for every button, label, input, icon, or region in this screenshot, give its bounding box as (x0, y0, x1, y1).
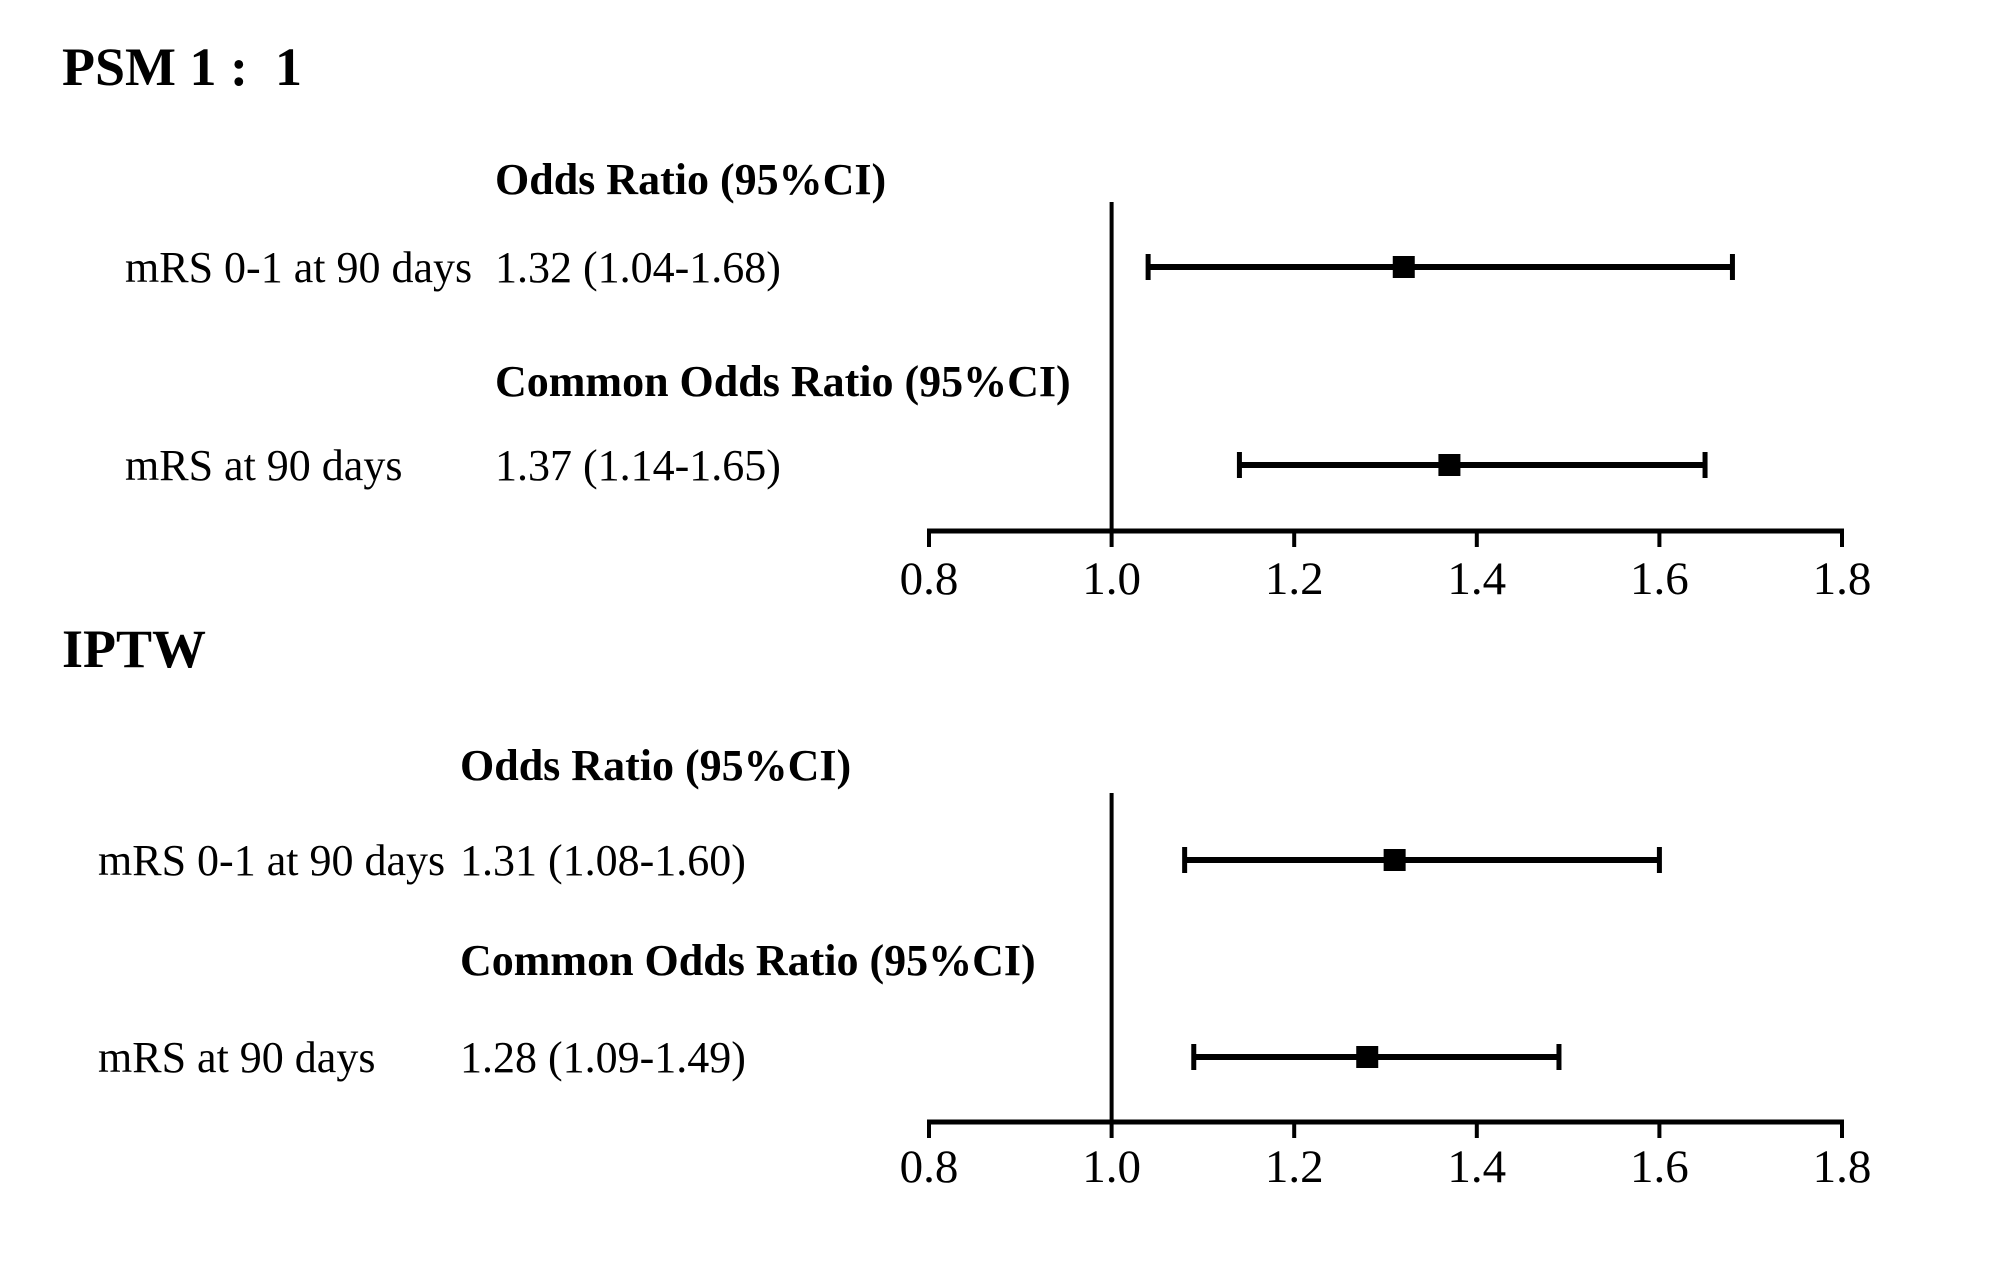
panel-title: IPTW (62, 619, 207, 679)
x-axis-tick-label: 0.8 (900, 553, 959, 605)
point-marker (1392, 256, 1415, 278)
x-axis-tick-label: 1.8 (1813, 553, 1872, 605)
row-label: mRS at 90 days (98, 1033, 376, 1082)
point-marker (1383, 849, 1406, 871)
group-header: Odds Ratio (95%CI) (495, 155, 887, 204)
group-header: Common Odds Ratio (95%CI) (495, 357, 1071, 406)
group-header: Odds Ratio (95%CI) (460, 741, 852, 790)
row-estimate: 1.32 (1.04-1.68) (495, 243, 781, 292)
group-header: Common Odds Ratio (95%CI) (460, 936, 1036, 985)
x-axis-tick-label: 1.8 (1813, 1141, 1872, 1193)
point-marker (1438, 454, 1461, 476)
point-marker (1356, 1046, 1379, 1068)
x-axis-tick-label: 1.4 (1447, 1141, 1506, 1193)
panel-title: PSM 1 : 1 (62, 37, 302, 97)
row-label: mRS 0-1 at 90 days (98, 836, 446, 885)
row-estimate: 1.28 (1.09-1.49) (460, 1033, 746, 1082)
x-axis-tick-label: 1.2 (1265, 553, 1324, 605)
x-axis-tick-label: 0.8 (900, 1141, 959, 1193)
x-axis-tick-label: 1.2 (1265, 1141, 1324, 1193)
x-axis-tick-label: 1.0 (1082, 553, 1141, 605)
x-axis-tick-label: 1.6 (1630, 553, 1689, 605)
x-axis-tick-label: 1.4 (1447, 553, 1506, 605)
x-axis-tick-label: 1.0 (1082, 1141, 1141, 1193)
row-estimate: 1.31 (1.08-1.60) (460, 836, 746, 885)
x-axis-tick-label: 1.6 (1630, 1141, 1689, 1193)
row-label: mRS at 90 days (125, 441, 403, 490)
row-label: mRS 0-1 at 90 days (125, 243, 473, 292)
row-estimate: 1.37 (1.14-1.65) (495, 441, 781, 490)
